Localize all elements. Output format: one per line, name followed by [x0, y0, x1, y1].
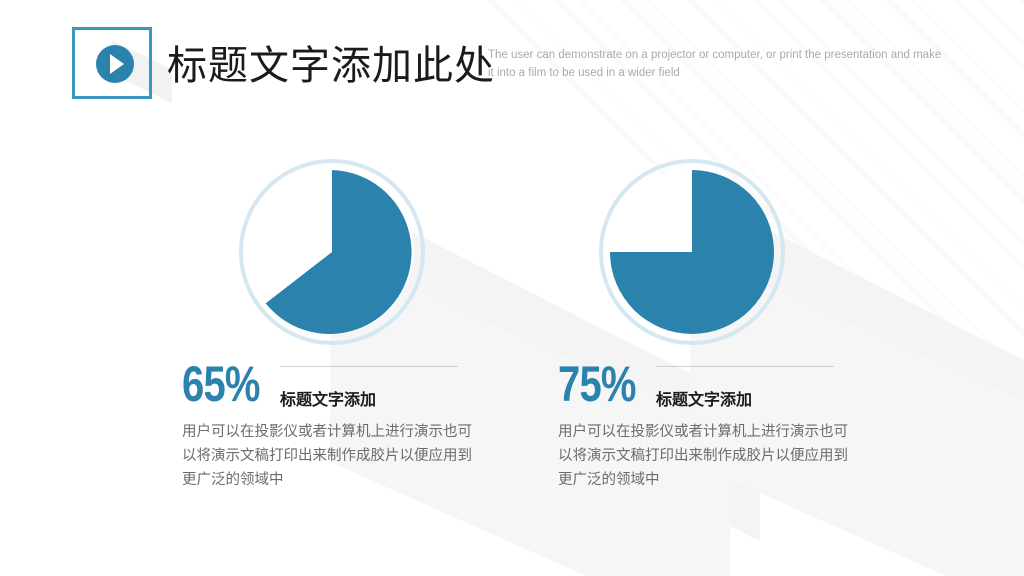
page-subtitle: The user can demonstrate on a projector …: [488, 49, 942, 79]
stat-percent-75: 75%: [558, 356, 636, 412]
stat-body-75: 用户可以在投影仪或者计算机上进行演示也可以将演示文稿打印出来制作成胶片以便应用到…: [558, 424, 848, 488]
stat-block-65: 65% 标题文字添加 用户可以在投影仪或者计算机上进行演示也可以将演示文稿打印出…: [182, 356, 502, 488]
stat-title-65: 标题文字添加: [280, 392, 377, 409]
stat-body-65: 用户可以在投影仪或者计算机上进行演示也可以将演示文稿打印出来制作成胶片以便应用到…: [182, 424, 472, 488]
stat-title-75: 标题文字添加: [656, 392, 753, 409]
page-title: 标题文字添加此处: [167, 44, 495, 88]
pie-slice-65: [250, 170, 414, 334]
logo-frame: [72, 27, 152, 99]
play-triangle-icon: [110, 54, 124, 74]
pie-slice-75: [610, 170, 774, 334]
stat-header-75: 75% 标题文字添加: [558, 356, 878, 412]
stat-divider-65: [280, 366, 458, 367]
stat-percent-65: 65%: [182, 356, 260, 412]
stat-block-75: 75% 标题文字添加 用户可以在投影仪或者计算机上进行演示也可以将演示文稿打印出…: [558, 356, 878, 488]
stat-header-65: 65% 标题文字添加: [182, 356, 502, 412]
slide-header: 标题文字添加此处 The user can demonstrate on a p…: [0, 0, 1024, 120]
pie-outer-ring-65: [239, 159, 425, 345]
stat-divider-75: [656, 366, 834, 367]
pie-chart-65: [239, 159, 425, 345]
pie-outer-ring-75: [599, 159, 785, 345]
pie-chart-75: [599, 159, 785, 345]
